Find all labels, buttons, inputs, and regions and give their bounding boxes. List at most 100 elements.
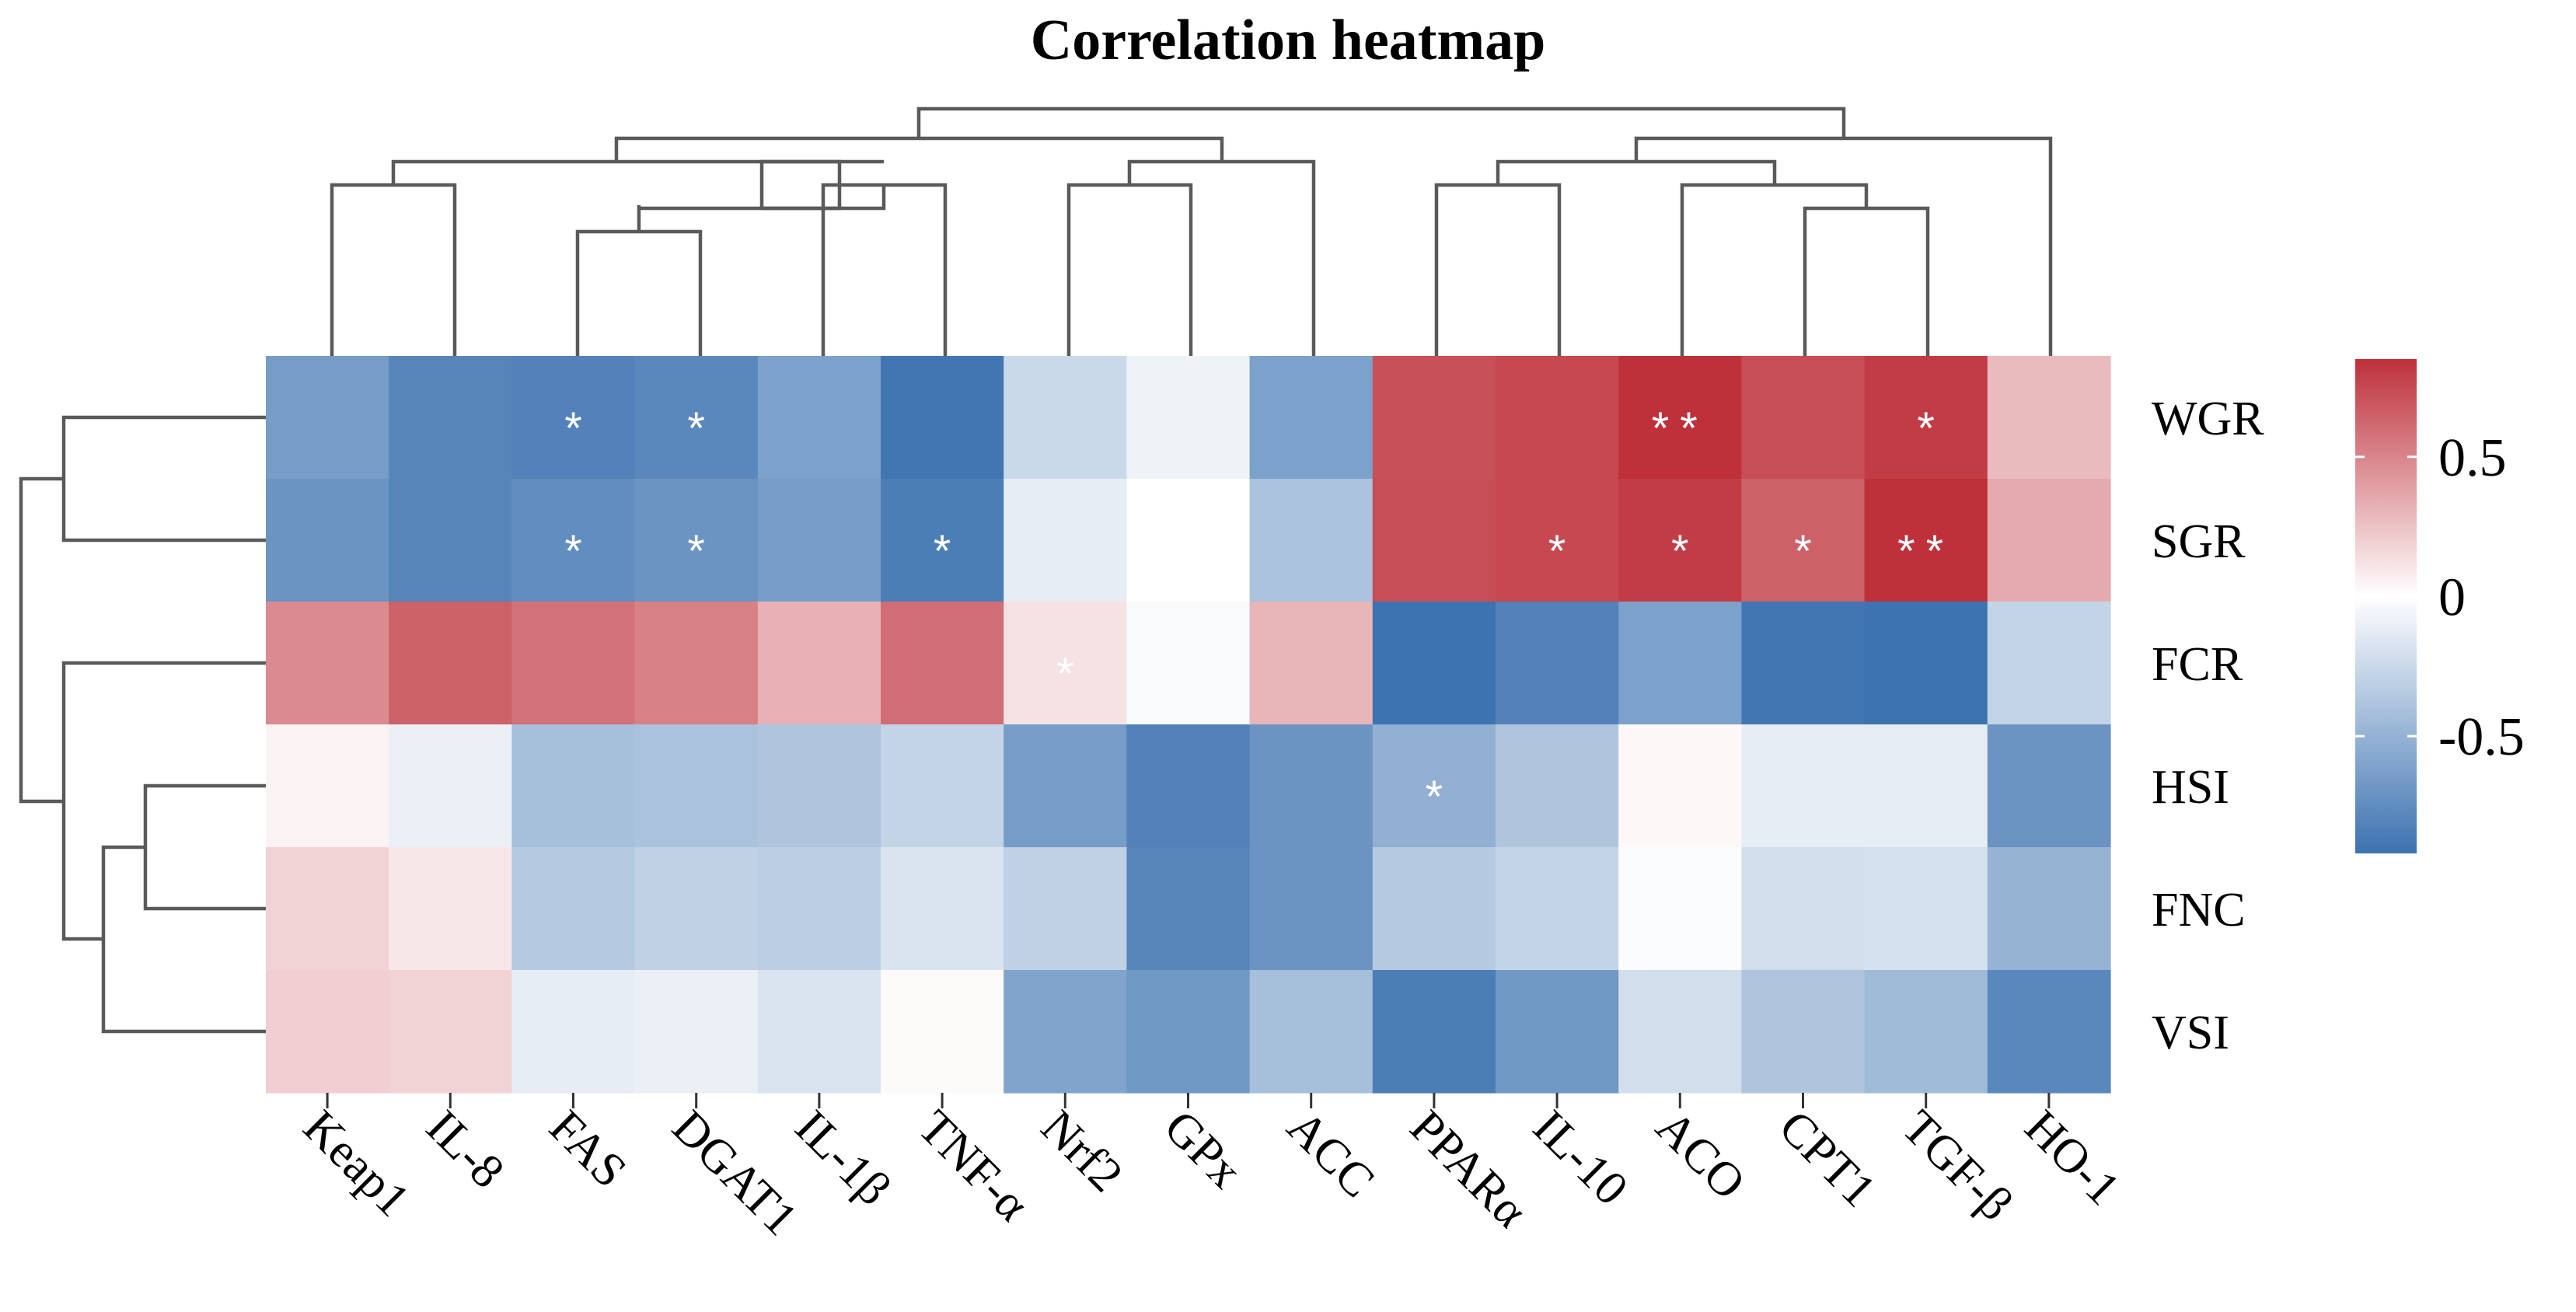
heatmap-cell-sgr-2 xyxy=(511,479,636,602)
heatmap-cell-sgr-7 xyxy=(1126,479,1251,602)
heatmap-cell-vsi-2 xyxy=(511,970,636,1094)
row-dendro-link-hsifnc-vsi xyxy=(101,845,266,1034)
heatmap-cell-hsi-13 xyxy=(1864,724,1988,848)
heatmap-cell-fcr-14 xyxy=(1987,602,2111,725)
heatmap-cell-hsi-10 xyxy=(1496,724,1619,848)
heatmap-cell-wgr-1 xyxy=(389,356,512,480)
col-dendro-link-il1b-tnfa xyxy=(821,183,948,356)
heatmap-cell-fnc-5 xyxy=(881,847,1004,971)
legend-tick-label: -0.5 xyxy=(2438,707,2525,767)
column-label: TGF-β xyxy=(1892,1101,2023,1231)
col-dendro-link-cpt1-tgfb xyxy=(1803,206,1930,356)
heatmap-cell-vsi-5 xyxy=(881,970,1004,1094)
column-label: FAS xyxy=(539,1101,637,1198)
heatmap-cell-wgr-10 xyxy=(1496,356,1619,480)
column-label: TNF-α xyxy=(908,1101,1038,1231)
heatmap-cell-fnc-2 xyxy=(511,847,636,971)
heatmap-cell-vsi-3 xyxy=(634,970,759,1094)
heatmap-cell-sgr-1 xyxy=(389,479,512,602)
heatmap-cell-fcr-0 xyxy=(266,602,389,725)
heatmap-cell-hsi-0 xyxy=(266,724,389,848)
heatmap-cell-sgr-0 xyxy=(266,479,389,602)
row-labels: WGR SGR FCR HSI FNC VSI xyxy=(2152,393,2264,1059)
heatmap-cell-fcr-11 xyxy=(1618,602,1742,725)
column-label: IL-10 xyxy=(1523,1101,1638,1216)
heatmap-cell-wgr-8 xyxy=(1249,356,1374,480)
heatmap-cell-hsi-12 xyxy=(1741,724,1866,848)
row-dendro-link-root xyxy=(19,476,64,804)
heatmap-cell-fnc-3 xyxy=(634,847,759,971)
heatmap-cell-fcr-4 xyxy=(757,602,881,725)
heatmap-cell-fnc-1 xyxy=(389,847,512,971)
row-label: SGR xyxy=(2152,515,2246,568)
row-dendro-link-fcr-cluster xyxy=(61,661,266,941)
column-label: Nrf2 xyxy=(1031,1101,1133,1202)
heatmap-cell-vsi-13 xyxy=(1864,970,1988,1094)
legend-tick-label: 0.5 xyxy=(2438,428,2507,488)
column-label: HO-1 xyxy=(2015,1101,2130,1216)
col-dendro-link-ppara-il10 xyxy=(1434,183,1562,356)
row-dendro-link-hsi-fnc xyxy=(143,783,266,911)
heatmap-cell-fcr-5 xyxy=(881,602,1004,725)
heatmap-cell-fnc-14 xyxy=(1987,847,2111,971)
significance-stars: * * ** ** * * * * * **** xyxy=(564,403,1954,822)
col-dendro-link-keap1-il8 xyxy=(330,183,457,356)
heatmap-cell-fnc-10 xyxy=(1496,847,1619,971)
heatmap-cell-wgr-2 xyxy=(511,356,636,480)
heatmap-cell-fnc-6 xyxy=(1004,847,1127,971)
heatmap-cell-fcr-7 xyxy=(1126,602,1251,725)
legend-ticks: 0.5 0 -0.5 xyxy=(2355,428,2525,767)
heatmap-cell-hsi-4 xyxy=(757,724,881,848)
heatmap-cell-wgr-13 xyxy=(1864,356,1988,480)
significance-star: ** xyxy=(1897,526,1954,577)
heatmap-cell-sgr-12 xyxy=(1741,479,1866,602)
column-label: PPARα xyxy=(1400,1101,1538,1238)
heatmap-cell-fcr-8 xyxy=(1249,602,1374,725)
heatmap-cells xyxy=(266,356,2111,1094)
heatmap-cell-vsi-1 xyxy=(389,970,512,1094)
row-label: WGR xyxy=(2152,393,2264,445)
heatmap-cell-hsi-11 xyxy=(1618,724,1742,848)
heatmap-cell-sgr-5 xyxy=(881,479,1004,602)
heatmap-cell-fnc-0 xyxy=(266,847,389,971)
column-dendrogram xyxy=(330,106,2053,356)
heatmap-cell-sgr-11 xyxy=(1618,479,1742,602)
heatmap-cell-fcr-13 xyxy=(1864,602,1988,725)
significance-star: * xyxy=(934,526,951,577)
heatmap-cell-wgr-5 xyxy=(881,356,1004,480)
heatmap-cell-hsi-7 xyxy=(1126,724,1251,848)
heatmap-cell-fcr-12 xyxy=(1741,602,1866,725)
column-label: ACC xyxy=(1277,1101,1384,1208)
column-label: DGAT1 xyxy=(662,1101,808,1246)
col-dendro-link-ppara-aco xyxy=(1496,159,1777,185)
heatmap-cell-hsi-14 xyxy=(1987,724,2111,848)
significance-star: * xyxy=(1671,526,1689,577)
heatmap-cell-wgr-11 xyxy=(1618,356,1742,480)
heatmap-cell-vsi-6 xyxy=(1004,970,1127,1094)
row-label: HSI xyxy=(2152,761,2229,814)
significance-star: * xyxy=(1548,526,1566,577)
column-label: IL-1β xyxy=(785,1101,900,1216)
heatmap-cell-vsi-11 xyxy=(1618,970,1742,1094)
heatmap-cell-sgr-9 xyxy=(1372,479,1496,602)
col-dendro-link-left-group xyxy=(391,159,842,211)
col-dendro-link-right-ho1 xyxy=(1634,136,2053,356)
heatmap-cell-sgr-8 xyxy=(1249,479,1374,602)
significance-star: * xyxy=(564,526,582,577)
heatmap-cell-sgr-13 xyxy=(1864,479,1988,602)
heatmap-cell-wgr-4 xyxy=(757,356,881,480)
heatmap-cell-vsi-0 xyxy=(266,970,389,1094)
heatmap-cell-vsi-4 xyxy=(757,970,881,1094)
heatmap-cell-sgr-14 xyxy=(1987,479,2111,602)
col-dendro-link-left-middle xyxy=(614,136,1224,162)
significance-star: * xyxy=(687,403,705,454)
heatmap-cell-wgr-9 xyxy=(1372,356,1496,480)
row-label: FCR xyxy=(2152,638,2243,691)
color-legend: 0.5 0 -0.5 xyxy=(2355,359,2525,853)
column-label: IL-8 xyxy=(416,1101,514,1199)
heatmap-cell-fcr-9 xyxy=(1372,602,1496,725)
heatmap-cell-vsi-14 xyxy=(1987,970,2111,1094)
heatmap-cell-fnc-7 xyxy=(1126,847,1251,971)
